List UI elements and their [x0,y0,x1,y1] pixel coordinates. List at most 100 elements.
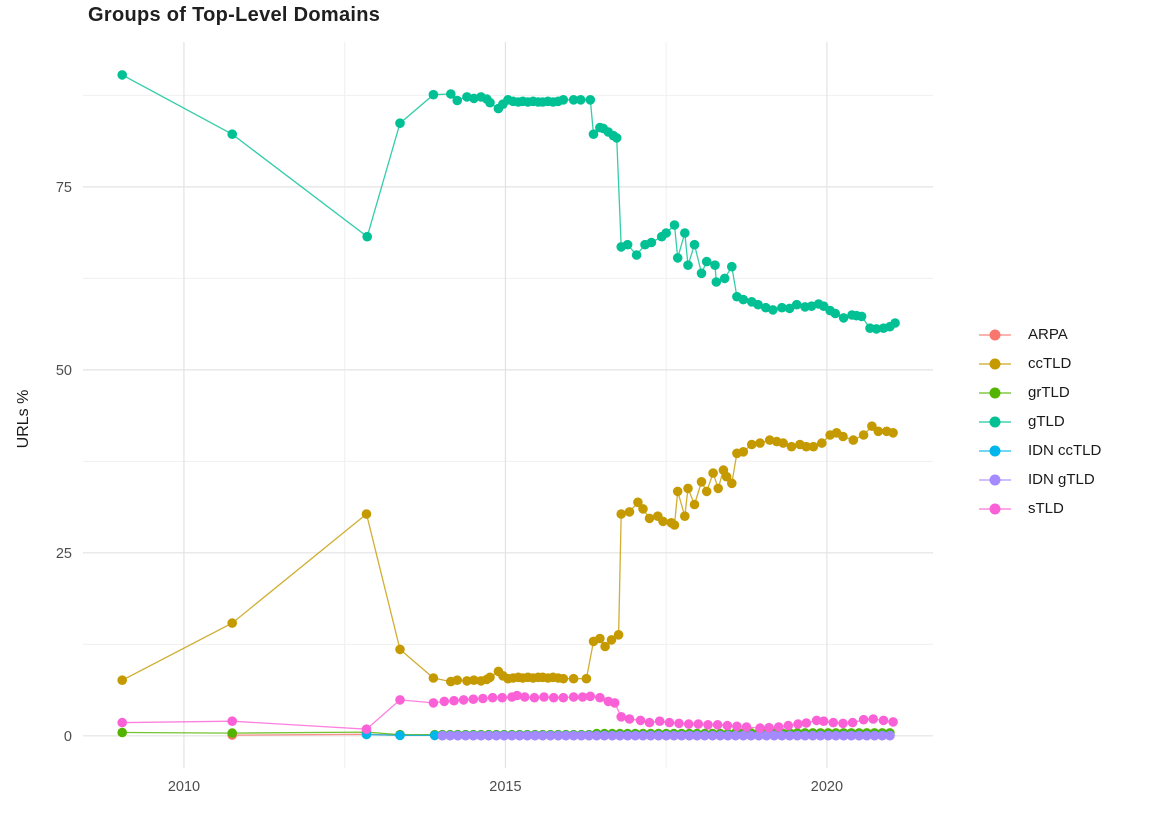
data-point-stld [558,692,569,703]
data-point-gtld [558,95,569,105]
data-point-stld [395,695,405,705]
data-point-gtld [719,273,730,284]
data-point-idn-gtld [754,730,764,741]
data-point-cctld [808,441,819,452]
data-point-stld [773,722,784,732]
data-point-cctld [786,441,797,452]
data-point-cctld [755,438,765,448]
data-point-cctld [633,497,643,508]
data-point-idn-gtld [468,730,479,741]
data-point-stld [478,693,488,704]
series-line-cctld [121,425,894,683]
legend-label: gTLD [1028,413,1065,430]
data-point-stld [529,692,540,703]
data-point-idn-gtld [730,730,741,741]
data-point-stld [801,718,812,728]
data-point-stld [519,692,530,702]
data-point-gtld [777,302,787,313]
data-point-cctld [595,633,605,644]
data-point-stld [577,692,588,702]
data-point-stld [783,720,794,731]
data-point-stld [595,692,605,703]
data-point-idn-gtld [599,730,610,741]
data-point-stld [838,718,848,729]
data-point-stld [664,717,675,728]
series-line-gtld [121,74,896,330]
data-point-gtld [727,261,737,272]
data-point-cctld [683,483,693,494]
data-point-gtld [611,133,622,143]
data-point-stld [117,717,127,728]
data-point-cctld [117,675,127,685]
data-point-stld [847,717,858,728]
data-point-idn-gtld [815,730,826,741]
legend-item-grtld: grTLD [978,378,1101,407]
x-tick-label: 2020 [811,779,843,795]
data-point-cctld [838,431,848,442]
data-point-gtld [830,308,841,319]
data-point-idn-gtld [699,730,710,741]
data-point-stld [693,719,704,729]
data-point-cctld [462,676,472,686]
data-point-idn-gtld [507,730,517,741]
data-point-gtld [395,118,405,128]
data-point-gtld [227,129,237,139]
legend-key-icon [978,328,1012,342]
data-point-idn-gtld [746,730,756,741]
data-point-stld [644,717,655,728]
data-point-gtld [871,324,882,334]
data-point-idn-gtld [800,730,810,741]
data-point-cctld [638,504,648,514]
data-point-stld [732,721,742,732]
data-point-gtld [738,294,749,305]
data-point-gtld [575,95,586,105]
data-point-gtld [856,311,867,322]
data-point-stld [635,715,646,726]
data-point-idn-gtld [823,730,833,741]
data-point-cctld [708,468,718,478]
data-point-idn-gtld [514,730,525,741]
data-point-idn-gtld [476,730,486,741]
data-point-gtld [784,303,795,314]
data-point-stld [858,714,869,725]
data-point-cctld [658,516,668,527]
data-point-cctld [801,441,812,452]
data-point-idn-gtld [491,730,502,741]
data-point-stld [439,696,450,707]
data-point-stld [497,692,508,703]
data-point-cctld [873,426,884,437]
data-point-stld [888,717,898,727]
data-point-cctld [867,421,877,432]
data-point-idn-gtld [792,730,803,741]
data-point-cctld [568,673,579,684]
data-point-stld [878,715,889,726]
data-point-idn-gtld [661,730,671,741]
data-point-cctld [713,483,723,494]
data-point-stld [616,712,626,722]
data-point-idn-gtld [622,730,633,741]
data-point-idn-gtld [568,730,579,741]
data-point-stld [458,695,469,705]
data-point-stld [428,698,439,708]
data-point-stld [703,720,713,730]
legend-label: sTLD [1028,500,1064,517]
data-point-stld [468,694,479,704]
data-point-cctld [624,507,635,517]
data-point-idn-gtld [437,730,448,741]
data-point-stld [741,722,752,732]
data-point-cctld [672,486,683,497]
data-point-idn-gtld [561,730,571,741]
data-point-cctld [689,499,700,510]
data-point-cctld [746,439,757,450]
legend-label: IDN gTLD [1028,471,1095,488]
data-point-cctld [227,618,237,628]
data-point-stld [683,719,694,729]
data-point-cctld [616,509,626,519]
data-point-stld [539,692,549,702]
data-point-cctld [600,641,610,652]
data-point-stld [609,698,620,708]
data-point-gtld [362,231,373,242]
data-point-stld [811,715,822,726]
data-point-stld [868,714,878,724]
